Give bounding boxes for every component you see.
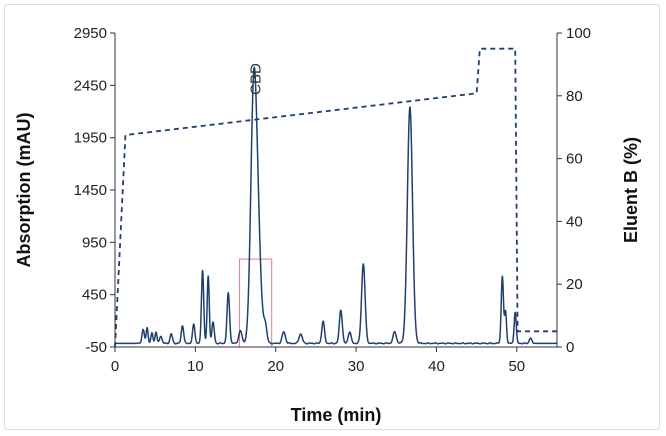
x-axis-title: Time (min) (291, 405, 382, 425)
y-axis-left-title: Absorption (mAU) (14, 113, 34, 268)
annotation-label: CBD (248, 63, 265, 95)
y-right-tick-label: 80 (566, 88, 583, 105)
y-right-tick-label: 100 (566, 25, 591, 42)
y-right-tick-label: 40 (566, 213, 583, 230)
x-tick-label: 10 (187, 358, 204, 375)
y-axis-right-title: Eluent B (%) (621, 137, 641, 243)
eluent-b-series-line (114, 47, 557, 348)
chart-frame (4, 4, 660, 430)
x-tick-label: 0 (111, 358, 119, 375)
y-left-tick-label: -50 (85, 339, 107, 356)
y-left-tick-label: 1450 (74, 182, 107, 199)
y-left-tick-label: 950 (82, 234, 107, 251)
y-left-tick-label: 2450 (74, 77, 107, 94)
absorption-series-line (114, 66, 558, 345)
y-left-tick-label: 450 (82, 287, 107, 304)
x-tick-label: 20 (267, 358, 284, 375)
y-right-tick-label: 60 (566, 151, 583, 168)
y-right-tick-label: 0 (566, 339, 574, 356)
y-right-tick-label: 20 (566, 276, 583, 293)
x-tick-label: 30 (348, 358, 365, 375)
y-left-tick-label: 2950 (74, 25, 107, 42)
x-tick-label: 50 (508, 358, 525, 375)
plot-area (115, 33, 557, 347)
x-tick-label: 40 (428, 358, 445, 375)
y-left-tick-label: 1950 (74, 130, 107, 147)
